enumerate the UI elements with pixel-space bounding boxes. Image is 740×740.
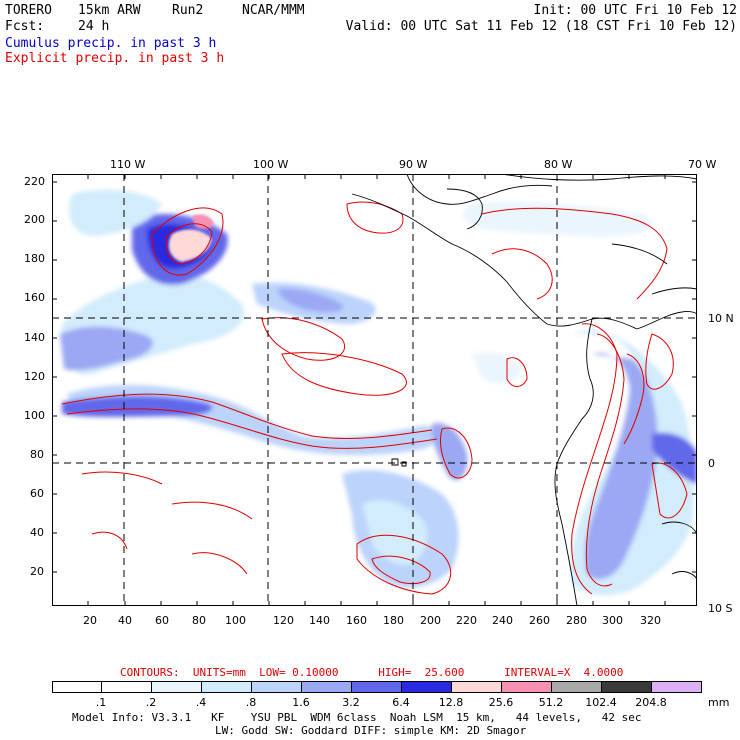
legend-level: 25.6 xyxy=(488,696,514,709)
forecast-hours: 24 h xyxy=(78,19,110,34)
legend-level: 6.4 xyxy=(392,696,410,709)
model-info: Model Info: V3.3.1 KF YSU PBL WDM 6class… xyxy=(72,711,642,724)
legend-swatch xyxy=(151,681,202,693)
x-tick: 100 xyxy=(225,614,246,627)
y-tick: 220 xyxy=(24,175,45,188)
legend-swatch xyxy=(401,681,452,693)
x-tick: 180 xyxy=(383,614,404,627)
lon-label: 110 W xyxy=(110,158,146,171)
x-tick: 320 xyxy=(640,614,661,627)
field2-title: Explicit precip. in past 3 h xyxy=(5,51,225,66)
legend-swatch xyxy=(501,681,552,693)
map-frame xyxy=(52,174,697,606)
y-tick: 140 xyxy=(24,331,45,344)
legend-unit: mm xyxy=(708,696,730,709)
legend-level: 51.2 xyxy=(538,696,564,709)
y-tick: 20 xyxy=(30,565,44,578)
x-tick: 280 xyxy=(566,614,587,627)
x-tick: 40 xyxy=(118,614,132,627)
explicit-precip-contours xyxy=(61,201,688,595)
x-tick: 120 xyxy=(273,614,294,627)
y-tick: 60 xyxy=(30,487,44,500)
y-tick: 120 xyxy=(24,370,45,383)
x-tick: 160 xyxy=(346,614,367,627)
y-tick: 80 xyxy=(30,448,44,461)
x-tick: 220 xyxy=(456,614,477,627)
legend-level: 12.8 xyxy=(438,696,464,709)
x-tick: 80 xyxy=(192,614,206,627)
legend-swatch xyxy=(651,681,702,693)
x-tick: 60 xyxy=(155,614,169,627)
x-tick: 240 xyxy=(492,614,513,627)
y-tick: 100 xyxy=(24,409,45,422)
lon-label: 70 W xyxy=(688,158,717,171)
legend-level: 102.4 xyxy=(585,696,617,709)
x-tick: 140 xyxy=(309,614,330,627)
y-tick: 180 xyxy=(24,252,45,265)
lat-label: 0 xyxy=(708,457,715,470)
lon-label: 100 W xyxy=(253,158,289,171)
lon-label: 90 W xyxy=(399,158,428,171)
valid-time: Valid: 00 UTC Sat 11 Feb 12 (18 CST Fri … xyxy=(345,19,737,34)
legend-swatch xyxy=(551,681,602,693)
init-time: Init: 00 UTC Fri 10 Feb 12 xyxy=(533,3,738,18)
legend-swatch xyxy=(251,681,302,693)
legend-level: .8 xyxy=(245,696,257,709)
x-tick: 20 xyxy=(83,614,97,627)
x-tick: 300 xyxy=(602,614,623,627)
lat-label: 10 S xyxy=(708,602,733,615)
precip-map xyxy=(52,174,697,606)
y-tick: 40 xyxy=(30,526,44,539)
legend-swatch xyxy=(301,681,352,693)
legend-level: 3.2 xyxy=(342,696,360,709)
forecast-label: Fcst: xyxy=(5,19,45,34)
x-tick: 260 xyxy=(529,614,550,627)
org-label: NCAR/MMM xyxy=(242,3,305,18)
legend-level: 1.6 xyxy=(292,696,310,709)
legend-swatch xyxy=(201,681,252,693)
legend-swatch xyxy=(351,681,402,693)
model-name: TORERO xyxy=(5,3,52,18)
legend-swatch xyxy=(601,681,652,693)
contours-info: CONTOURS: UNITS=mm LOW= 0.10000 HIGH= 25… xyxy=(120,666,624,679)
legend-level: .4 xyxy=(195,696,207,709)
legend-swatch xyxy=(101,681,152,693)
y-tick: 200 xyxy=(24,213,45,226)
legend-swatch xyxy=(451,681,502,693)
field1-title: Cumulus precip. in past 3 h xyxy=(5,36,217,51)
latlon-grid xyxy=(52,174,697,606)
run-label: Run2 xyxy=(172,3,204,18)
lat-label: 10 N xyxy=(708,312,734,325)
x-tick: 200 xyxy=(420,614,441,627)
coastlines xyxy=(351,174,697,606)
legend-level: 204.8 xyxy=(635,696,667,709)
physics-info: LW: Godd SW: Goddard DIFF: simple KM: 2D… xyxy=(215,724,527,737)
resolution-label: 15km ARW xyxy=(78,3,141,18)
lon-label: 80 W xyxy=(544,158,573,171)
y-tick: 160 xyxy=(24,291,45,304)
legend-level: .2 xyxy=(145,696,157,709)
legend-level: .1 xyxy=(95,696,107,709)
legend-swatch xyxy=(52,681,102,693)
tick-marks xyxy=(52,174,697,606)
